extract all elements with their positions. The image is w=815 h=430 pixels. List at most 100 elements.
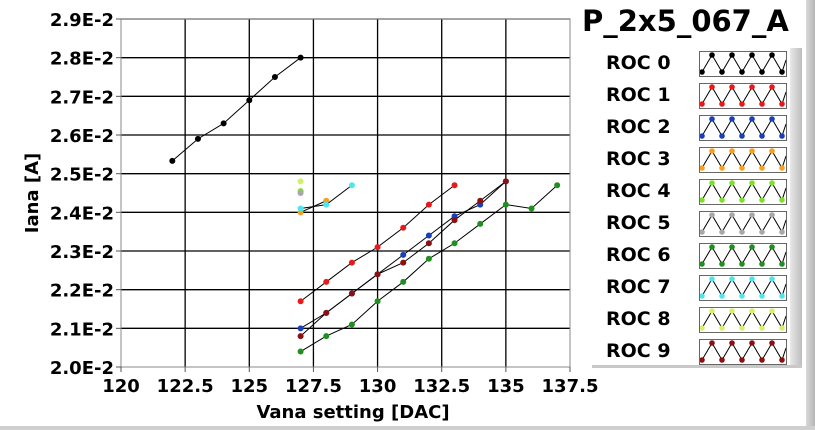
series-line: [171, 57, 301, 162]
legend-marker: [699, 133, 705, 139]
plot-frame: [120, 18, 571, 368]
legend-marker: [739, 261, 745, 267]
legend-marker: [759, 325, 765, 331]
bottom-border: [0, 426, 815, 430]
legend-marker: [699, 325, 705, 331]
legend-marker: [739, 133, 745, 139]
legend-marker: [739, 69, 745, 75]
x-tick-label: 135: [487, 376, 525, 397]
data-point: [271, 74, 278, 80]
legend-marker: [709, 116, 715, 122]
legend-marker: [719, 133, 725, 139]
legend-marker: [729, 212, 735, 218]
legend-marker: [709, 180, 715, 186]
legend-marker: [749, 308, 755, 314]
series-roc-6: [297, 182, 561, 355]
legend-item[interactable]: ROC 3: [592, 146, 788, 174]
legend-line: [701, 278, 787, 298]
legend-line: [701, 246, 787, 266]
legend-item[interactable]: ROC 2: [592, 114, 788, 142]
legend-label: ROC 3: [606, 148, 671, 170]
x-tick-label: 120: [102, 376, 140, 397]
y-axis: 2.0E-2 2.1E-2 2.2E-2 2.3E-2 2.4E-2 2.5E-2 2.6E…: [50, 10, 121, 379]
legend-marker: [759, 293, 765, 299]
legend-item[interactable]: ROC 7: [592, 274, 788, 302]
y-tick-label: 2.7E-2: [50, 87, 114, 108]
data-point: [400, 224, 407, 231]
legend-item[interactable]: ROC 5: [592, 210, 788, 238]
zigzag-line-icon: [699, 84, 787, 107]
data-point: [451, 240, 458, 247]
legend-item[interactable]: ROC 1: [592, 82, 788, 110]
legend-item[interactable]: ROC 6: [592, 242, 788, 270]
zigzag-line-icon: [699, 244, 787, 267]
legend-marker: [699, 69, 705, 75]
legend-line: [701, 118, 787, 138]
legend-line: [701, 54, 787, 74]
legend-marker: [709, 52, 715, 58]
legend-item[interactable]: ROC 8: [592, 306, 788, 334]
legend-marker: [719, 293, 725, 299]
legend-marker: [729, 340, 735, 346]
series-roc-2: [297, 178, 509, 332]
x-axis-title: Vana setting [DAC]: [256, 402, 449, 423]
legend-line: [701, 150, 787, 170]
legend-item[interactable]: ROC 0: [592, 50, 788, 78]
legend-line: [701, 182, 787, 202]
data-point: [169, 157, 176, 164]
legend-marker: [759, 197, 765, 203]
series-roc-1: [297, 182, 458, 305]
data-point: [297, 178, 304, 185]
legend-marker: [709, 276, 715, 282]
legend-item[interactable]: ROC 4: [592, 178, 788, 206]
x-axis: 120 122.5 125 127.5 130 132.5 135 137.5: [102, 367, 598, 397]
legend-marker: [749, 276, 755, 282]
series-roc-5: [297, 190, 304, 196]
zigzag-line-icon: [699, 148, 787, 171]
legend-label: ROC 1: [606, 84, 671, 106]
data-point: [297, 348, 304, 355]
x-tick-label: 127.5: [285, 376, 342, 397]
legend-swatch: [699, 115, 787, 141]
y-tick-label: 2.5E-2: [50, 165, 114, 186]
series-line: [300, 184, 558, 352]
legend-marker: [759, 133, 765, 139]
data-point: [374, 298, 381, 305]
legend-marker: [699, 197, 705, 203]
legend-label: ROC 8: [606, 308, 671, 330]
legend-swatch: [699, 83, 787, 109]
data-point: [220, 120, 227, 127]
legend-marker: [719, 165, 725, 171]
legend-marker: [729, 244, 735, 250]
legend-marker: [709, 212, 715, 218]
legend-marker: [749, 52, 755, 58]
legend-item[interactable]: ROC 9: [592, 338, 788, 366]
data-point: [554, 182, 561, 189]
legend-marker: [719, 325, 725, 331]
legend-marker: [729, 84, 735, 90]
legend-marker: [719, 69, 725, 75]
legend-swatch: [699, 51, 787, 77]
y-tick-label: 2.1E-2: [50, 319, 114, 340]
y-tick-label: 2.8E-2: [50, 49, 114, 70]
legend-marker: [739, 165, 745, 171]
data-point: [348, 321, 355, 328]
legend-marker: [759, 261, 765, 267]
legend-marker: [709, 148, 715, 154]
data-point: [400, 251, 407, 258]
legend-marker: [729, 276, 735, 282]
data-point: [246, 97, 253, 104]
series-group: [169, 54, 561, 355]
series-roc-7: [297, 182, 355, 212]
legend-scrollbar[interactable]: [790, 48, 802, 367]
data-point: [400, 259, 407, 266]
legend-marker: [769, 84, 775, 90]
legend-marker: [709, 340, 715, 346]
legend-label: ROC 4: [606, 180, 671, 202]
data-point: [425, 201, 432, 208]
window-scrollbar[interactable]: [806, 0, 815, 430]
legend-marker: [769, 276, 775, 282]
legend-marker: [749, 148, 755, 154]
data-point: [477, 220, 484, 227]
data-point: [400, 278, 407, 285]
